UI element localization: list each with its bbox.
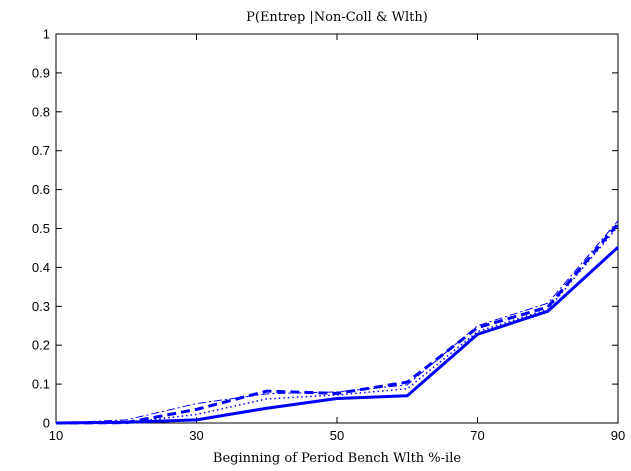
y-tick-label: 0.1 [32,377,50,392]
series-line-dashed [55,222,620,425]
chart-title: P(Entrep |Non-Coll & Wlth) [246,10,428,25]
y-tick-label: 0.4 [32,260,50,275]
series-line-dashdot [55,220,619,424]
y-tick-label: 0.2 [32,338,50,353]
series-line-solid [55,246,620,425]
plot-area [55,33,619,424]
y-tick-label: 0.8 [32,104,50,119]
y-tick-label: 0.9 [32,65,50,80]
x-tick-label: 30 [189,428,203,443]
y-tick-label: 0.3 [32,299,50,314]
series-layer [55,220,620,425]
y-axis: 0 0.1 0.2 0.3 0.4 0.5 0.6 0.7 0.8 0.9 1 [32,27,618,431]
y-tick-label: 0.7 [32,143,50,158]
x-tick-label: 10 [49,428,63,443]
y-tick-label: 1 [43,27,50,42]
y-tick-label: 0.5 [32,221,50,236]
x-axis: 10 30 50 70 90 [49,34,625,443]
x-tick-label: 90 [611,428,625,443]
x-tick-label: 70 [470,428,484,443]
y-tick-label: 0.6 [32,182,50,197]
x-tick-label: 50 [330,428,344,443]
y-tick-label: 0 [43,416,50,431]
x-axis-label: Beginning of Period Bench Wlth %-ile [213,451,461,466]
